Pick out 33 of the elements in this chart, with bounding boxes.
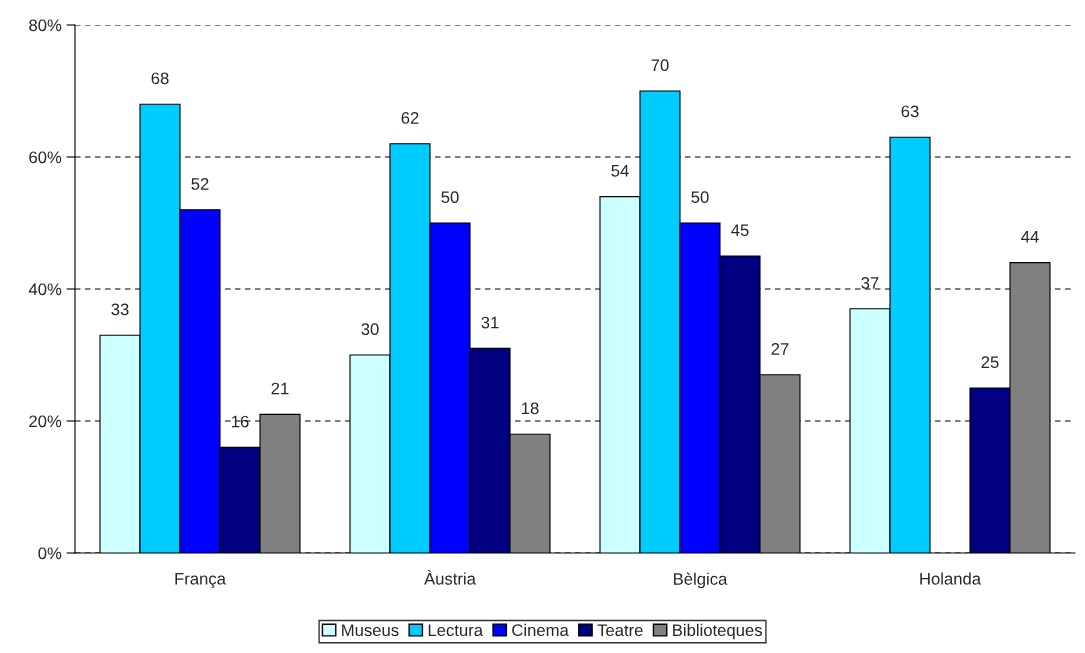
data-label: 30	[361, 323, 379, 336]
data-label: 16	[232, 415, 249, 428]
legend-label: Cinema	[512, 623, 569, 637]
data-label: 50	[441, 191, 459, 204]
x-tick-label: Bèlgica	[674, 572, 728, 589]
data-label: 33	[111, 303, 129, 316]
data-label: 70	[651, 59, 669, 72]
y-tick-label: 60%	[29, 151, 62, 164]
data-label: 63	[901, 105, 919, 118]
data-label: 18	[522, 402, 539, 415]
data-label: 68	[151, 72, 169, 85]
y-tick-label: 80%	[29, 19, 62, 32]
y-tick-label: 40%	[28, 283, 62, 296]
data-label: 45	[731, 224, 749, 237]
data-label: 27	[771, 343, 789, 355]
y-tick-label: 20%	[29, 415, 62, 428]
data-label: 52	[191, 178, 209, 190]
x-tick-label: França	[175, 572, 226, 588]
legend-label: Lectura	[428, 624, 484, 637]
legend-label: Biblioteques	[673, 623, 762, 640]
y-tick-label: 0%	[38, 547, 62, 560]
legend-label: Teatre	[597, 624, 643, 637]
data-label: 44	[1021, 231, 1039, 243]
data-label: 21	[271, 382, 289, 395]
data-label: 31	[481, 316, 499, 329]
x-tick-label: Àustria	[424, 570, 476, 585]
data-label: 25	[981, 356, 999, 369]
data-label: 50	[691, 191, 709, 204]
data-label: 37	[861, 277, 879, 289]
x-tick-label: Holanda	[920, 572, 982, 585]
legend-label: Museus	[342, 624, 399, 637]
data-label: 54	[611, 165, 629, 177]
data-label: 62	[401, 112, 419, 124]
